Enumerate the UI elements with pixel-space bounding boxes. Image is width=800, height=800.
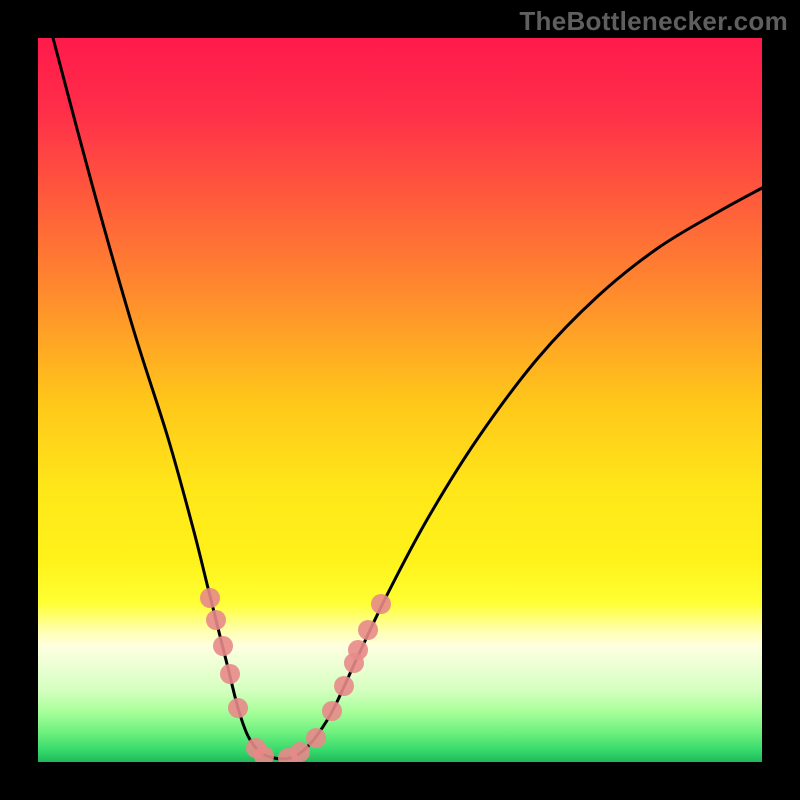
chart-container: TheBottlenecker.com — [0, 0, 800, 800]
data-marker — [358, 620, 378, 640]
curve-layer — [38, 38, 762, 762]
data-marker — [344, 653, 364, 673]
marker-group — [200, 588, 391, 762]
data-marker — [278, 748, 298, 762]
bottleneck-curve — [53, 38, 762, 759]
data-marker — [306, 728, 326, 748]
data-marker — [246, 738, 266, 758]
data-marker — [348, 640, 368, 660]
data-marker — [206, 610, 226, 630]
data-marker — [220, 664, 240, 684]
data-marker — [322, 701, 342, 721]
data-marker — [334, 676, 354, 696]
data-marker — [371, 594, 391, 614]
data-marker — [200, 588, 220, 608]
data-marker — [254, 746, 274, 762]
plot-area — [38, 38, 762, 762]
watermark-text: TheBottlenecker.com — [519, 6, 788, 37]
data-marker — [213, 636, 233, 656]
data-marker — [228, 698, 248, 718]
data-marker — [290, 742, 310, 762]
